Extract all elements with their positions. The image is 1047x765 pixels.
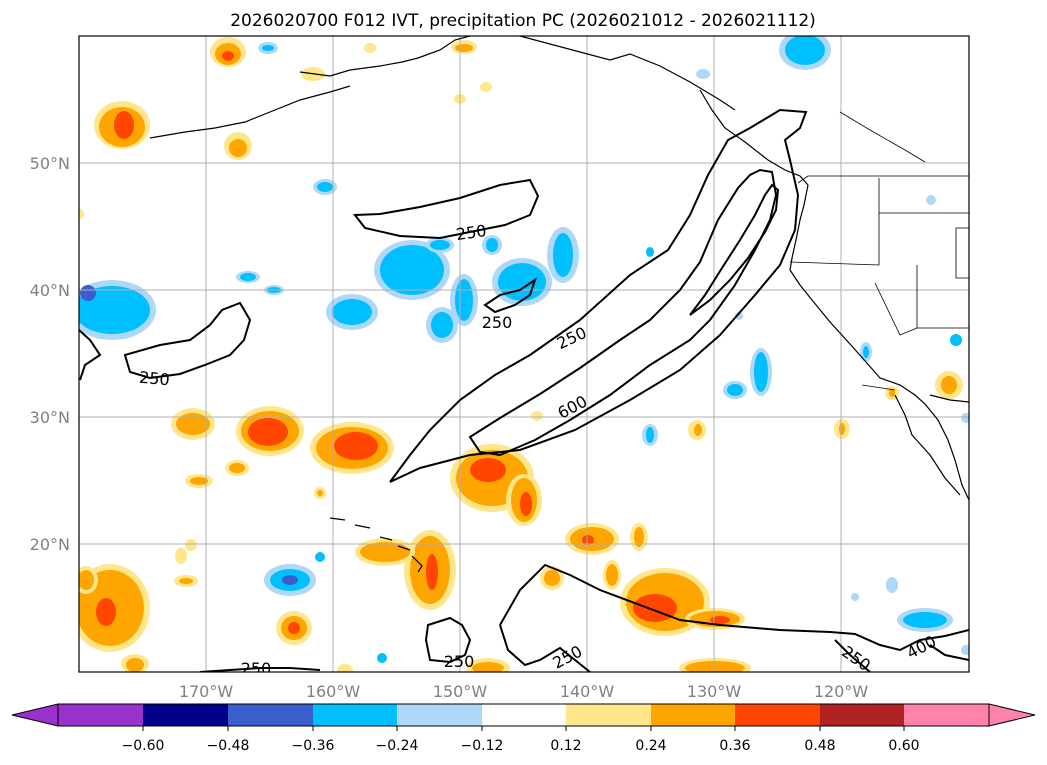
colorbar-segment [735, 704, 820, 726]
lat-label: 30°N [30, 408, 70, 427]
contour-label-250: 250 [482, 313, 513, 332]
ivt-contours [79, 108, 969, 672]
colorbar-tick-label: −0.36 [292, 738, 335, 754]
lat-labels: 50°N 40°N 30°N 20°N [30, 154, 70, 554]
colorbar-tick-label: −0.60 [122, 738, 165, 754]
lon-label: 120°W [814, 682, 869, 701]
plot-title: 2026020700 F012 IVT, precipitation PC (2… [230, 11, 816, 31]
precip-positive-patches [79, 37, 963, 672]
colorbar-segment [58, 704, 143, 726]
hawaiian-islands [329, 517, 423, 573]
gridlines [79, 36, 969, 672]
colorbar-segment [820, 704, 904, 726]
colorbar-tick-label: −0.12 [461, 738, 504, 754]
map-frame [78, 35, 970, 673]
colorbar-tick-label: 0.48 [804, 738, 835, 754]
coastlines [149, 36, 969, 501]
colorbar-tick-label: 0.60 [888, 738, 919, 754]
colorbar-extend-right [988, 703, 1036, 727]
colorbar-frame [57, 703, 990, 727]
lon-label: 160°W [306, 682, 361, 701]
colorbar-tick-label: 0.12 [550, 738, 581, 754]
colorbar-extend-left [11, 703, 59, 727]
lon-labels: 170°W 160°W 150°W 140°W 130°W 120°W [179, 682, 869, 701]
colorbar-segment [566, 704, 651, 726]
lat-label: 20°N [30, 535, 70, 554]
colorbar-tick-label: 0.24 [635, 738, 666, 754]
colorbar-tick-label: −0.24 [376, 738, 419, 754]
colorbar-segment [397, 704, 482, 726]
map-panel: 250 250 250 250 250 250 250 250 400 600 [79, 36, 969, 678]
colorbar: −0.60 −0.48 −0.36 −0.24 −0.12 0.12 0.24 … [11, 703, 1036, 754]
lon-label: 130°W [687, 682, 742, 701]
precip-negative-patches [79, 36, 969, 663]
lat-label: 40°N [30, 281, 70, 300]
political-borders [789, 111, 969, 391]
colorbar-segment [482, 704, 566, 726]
lon-label: 170°W [179, 682, 234, 701]
colorbar-segment [143, 704, 228, 726]
colorbar-tick-label: −0.48 [207, 738, 250, 754]
contour-label-250: 250 [138, 368, 170, 390]
colorbar-segment [904, 704, 989, 726]
colorbar-tick-label: 0.36 [719, 738, 750, 754]
colorbar-segment [228, 704, 313, 726]
contour-label-250: 250 [241, 659, 272, 678]
contour-label-250: 250 [455, 221, 488, 244]
lat-label: 50°N [30, 154, 70, 173]
lon-label: 140°W [560, 682, 615, 701]
contour-label-250: 250 [444, 652, 475, 671]
colorbar-segment [651, 704, 735, 726]
colorbar-segment [313, 704, 397, 726]
lon-label: 150°W [433, 682, 488, 701]
